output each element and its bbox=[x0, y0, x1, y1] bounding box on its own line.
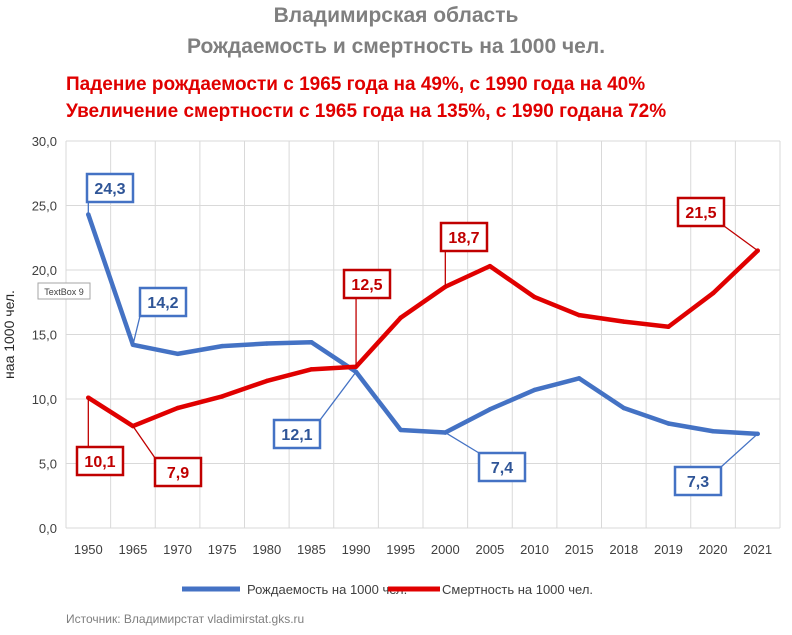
data-point-birth bbox=[621, 405, 627, 411]
callout-label-birth: 14,2 bbox=[147, 295, 178, 312]
callout-label-death: 12,5 bbox=[351, 277, 382, 294]
data-point-birth bbox=[309, 340, 314, 345]
x-tick-label: 2021 bbox=[743, 542, 772, 557]
y-tick-label: 0,0 bbox=[39, 521, 57, 536]
y-tick-label: 15,0 bbox=[32, 328, 57, 343]
x-tick-label: 1985 bbox=[297, 542, 326, 557]
callout-leader bbox=[720, 433, 759, 468]
callout-label-birth: 7,4 bbox=[491, 460, 513, 477]
callout-box bbox=[439, 221, 489, 253]
callout-leader bbox=[723, 225, 759, 252]
chart-title-region: Владимирская область bbox=[273, 4, 519, 27]
data-point-death bbox=[264, 378, 270, 384]
data-point-birth bbox=[219, 343, 225, 349]
source-note: Источник: Владимирстат vladimirstat.gks.… bbox=[66, 612, 305, 626]
callout-leader bbox=[319, 371, 357, 421]
callout-label-birth: 24,3 bbox=[94, 181, 125, 198]
callout-box bbox=[676, 196, 726, 228]
x-tick-label: 2020 bbox=[699, 542, 728, 557]
subtitle-death-increase: Увеличение смертности с 1965 года на 135… bbox=[66, 101, 667, 122]
callout-label-death: 10,1 bbox=[84, 454, 115, 471]
x-tick-label: 2000 bbox=[431, 542, 460, 557]
data-point-death bbox=[86, 395, 91, 400]
data-point-birth bbox=[576, 376, 582, 381]
callout-box bbox=[85, 172, 135, 204]
data-point-death bbox=[621, 319, 627, 324]
legend-label: Смертность на 1000 чел. bbox=[442, 582, 593, 597]
textbox-note-frame bbox=[37, 282, 91, 300]
data-point-death bbox=[219, 394, 225, 399]
data-point-birth bbox=[666, 421, 671, 426]
series-line-birth bbox=[86, 212, 760, 437]
data-point-death bbox=[710, 291, 716, 296]
x-tick-label: 1995 bbox=[386, 542, 415, 557]
data-point-birth bbox=[264, 341, 270, 346]
textbox-note: TextBox 9 bbox=[44, 287, 84, 297]
data-point-birth bbox=[175, 351, 180, 357]
legend-label: Рождаемость на 1000 чел. bbox=[247, 582, 407, 597]
callout-label-death: 21,5 bbox=[685, 205, 716, 222]
callout-box bbox=[75, 445, 125, 477]
callout-leader bbox=[444, 431, 480, 454]
callout-label-death: 7,9 bbox=[167, 465, 189, 482]
callout-box bbox=[342, 268, 392, 300]
callout-label-birth: 12,1 bbox=[281, 427, 312, 444]
x-tick-label: 2015 bbox=[565, 542, 594, 557]
callout-box bbox=[673, 465, 723, 497]
x-tick-label: 1970 bbox=[163, 542, 192, 557]
x-tick-label: 1975 bbox=[208, 542, 237, 557]
data-point-birth bbox=[532, 387, 537, 393]
y-axis-label: наа 1000 чел. bbox=[1, 290, 17, 379]
data-point-death bbox=[309, 367, 314, 372]
data-point-birth bbox=[398, 427, 403, 433]
callout-label-death: 18,7 bbox=[448, 230, 479, 247]
y-tick-label: 5,0 bbox=[39, 457, 57, 472]
data-point-birth bbox=[487, 407, 493, 412]
subtitle-birth-decline: Падение рождаемости с 1965 года на 49%, … bbox=[66, 74, 646, 95]
x-tick-label: 2005 bbox=[475, 542, 504, 557]
data-point-death bbox=[175, 405, 180, 411]
x-tick-label: 1965 bbox=[118, 542, 147, 557]
x-tick-label: 1980 bbox=[252, 542, 281, 557]
callout-box bbox=[272, 418, 322, 450]
callout-leader bbox=[132, 425, 156, 459]
data-point-death bbox=[398, 315, 403, 320]
data-point-death bbox=[576, 312, 582, 318]
x-tick-label: 1990 bbox=[342, 542, 371, 557]
data-point-death bbox=[532, 294, 537, 300]
x-tick-label: 2018 bbox=[609, 542, 638, 557]
callout-box bbox=[153, 456, 203, 488]
y-tick-label: 20,0 bbox=[32, 263, 57, 278]
series-line-death bbox=[86, 248, 760, 429]
y-tick-label: 30,0 bbox=[32, 134, 57, 149]
y-tick-label: 25,0 bbox=[32, 199, 57, 214]
x-tick-label: 1950 bbox=[74, 542, 103, 557]
data-point-death bbox=[487, 263, 493, 269]
data-point-birth bbox=[710, 429, 716, 434]
x-tick-label: 2010 bbox=[520, 542, 549, 557]
callout-box bbox=[138, 286, 188, 318]
chart-title: Рождаемость и смертность на 1000 чел. bbox=[186, 35, 606, 58]
callout-label-birth: 7,3 bbox=[687, 474, 709, 491]
y-tick-label: 10,0 bbox=[32, 392, 57, 407]
callout-leader bbox=[132, 315, 141, 345]
data-point-death bbox=[666, 324, 671, 329]
callout-box bbox=[477, 451, 527, 483]
x-tick-label: 2019 bbox=[654, 542, 683, 557]
